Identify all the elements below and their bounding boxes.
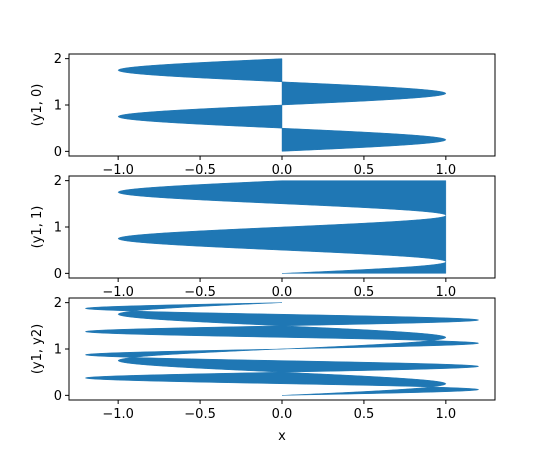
- x-tick-label: 0.5: [354, 285, 375, 300]
- filled-area-3: [85, 302, 479, 396]
- x-tick-label: −0.5: [184, 163, 216, 178]
- x-tick-label: −1.0: [102, 163, 134, 178]
- filled-area-2: [117, 180, 447, 274]
- y-tick-label: 1: [54, 99, 62, 114]
- subplot-1: −1.0 −0.5 0.0 0.5 1.0 0 1 2 (y1, 0): [30, 52, 496, 178]
- x-tick-label: −1.0: [102, 407, 134, 422]
- x-tick-label: 1.0: [436, 407, 457, 422]
- x-tick-label: 1.0: [436, 163, 457, 178]
- y-tick-label: 2: [54, 174, 62, 189]
- x-tick-label: 0.0: [272, 285, 293, 300]
- y-axis-label: (y1, 1): [30, 206, 45, 249]
- x-tick-label: 0.0: [272, 407, 293, 422]
- subplot-2: −1.0 −0.5 0.0 0.5 1.0 0 1 2 (y1, 1): [30, 174, 496, 300]
- y-tick-label: 2: [54, 52, 62, 67]
- subplot-3: −1.0 −0.5 0.0 0.5 1.0 0 1 2 (y1, y2) x: [30, 296, 496, 444]
- x-tick-label: 0.0: [272, 163, 293, 178]
- x-tick-label: −0.5: [184, 285, 216, 300]
- y-tick-label: 0: [54, 267, 62, 282]
- y-tick-label: 1: [54, 221, 62, 236]
- filled-area-1: [117, 58, 447, 152]
- y-tick-label: 1: [54, 343, 62, 358]
- y-axis-label: (y1, y2): [30, 324, 45, 374]
- y-tick-label: 2: [54, 296, 62, 311]
- x-tick-label: −0.5: [184, 407, 216, 422]
- x-tick-label: 1.0: [436, 285, 457, 300]
- y-axis-label: (y1, 0): [30, 84, 45, 127]
- x-tick-label: 0.5: [354, 407, 375, 422]
- x-tick-label: −1.0: [102, 285, 134, 300]
- x-tick-label: 0.5: [354, 163, 375, 178]
- y-tick-label: 0: [54, 145, 62, 160]
- x-axis-label: x: [278, 429, 286, 444]
- y-tick-label: 0: [54, 389, 62, 404]
